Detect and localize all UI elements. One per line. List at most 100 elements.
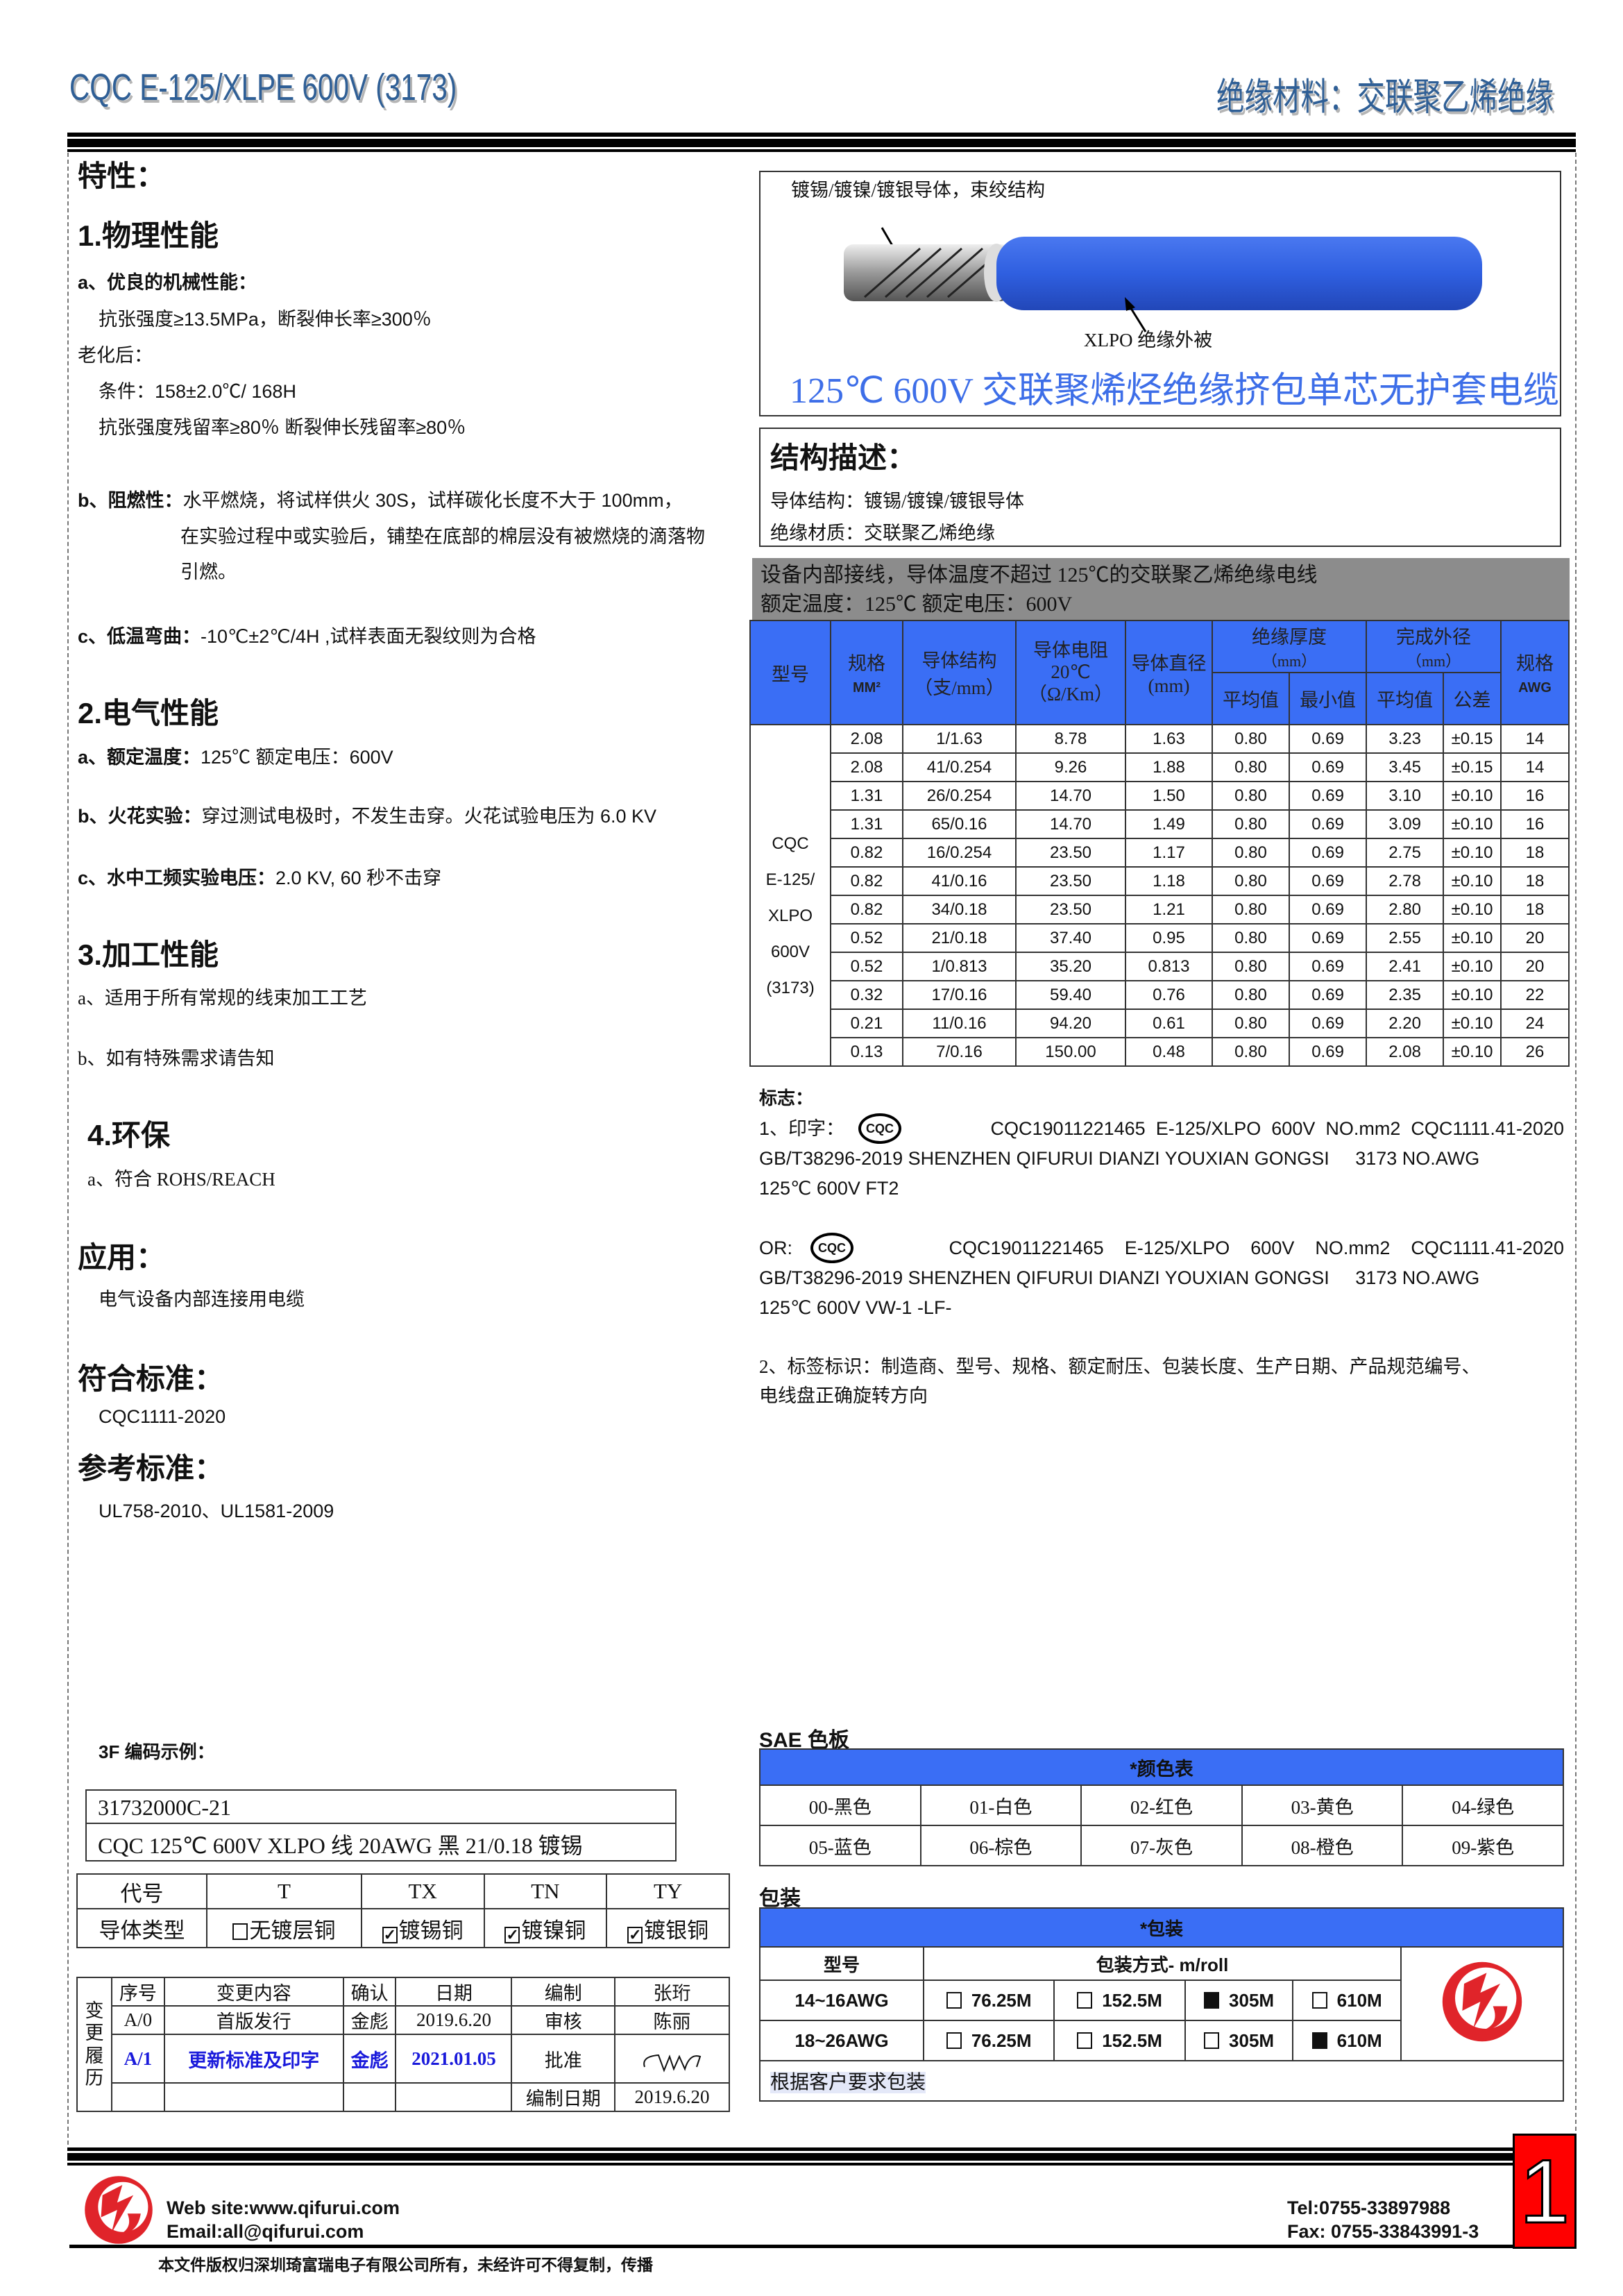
revision-header: 序号: [111, 1977, 165, 2007]
checkbox-empty-icon[interactable]: [1077, 2032, 1093, 2049]
water-test-text: 2.0 KV, 60 秒不击穿: [275, 868, 442, 888]
col-od-unit: （mm）: [1406, 652, 1461, 670]
spec-cell: 0.82: [830, 895, 903, 925]
spec-cell: 1.50: [1125, 781, 1213, 811]
mech-text: 抗张强度≥13.5MPa，断裂伸长率≥300％: [99, 309, 432, 330]
revision-table: 变更履历 序号 变更内容 确认 日期 编制 张珩 A/0 首版发行 金彪 2019.6.20 审核陈…: [76, 1977, 730, 2112]
spec-cell: 14: [1500, 724, 1570, 754]
spec-cell: ±0.10: [1443, 809, 1502, 839]
col-ins-min: 最小值: [1289, 672, 1368, 725]
pack-option[interactable]: 76.25M: [922, 2020, 1055, 2061]
conductor-option[interactable]: 无镀层铜: [206, 1908, 362, 1948]
spec-cell: 0.82: [830, 866, 903, 896]
col-od-tol: 公差: [1443, 672, 1502, 725]
spark-text: 穿过测试电极时，不发生击穿。火花试验电压为 6.0 KV: [201, 806, 657, 827]
pack-option[interactable]: 152.5M: [1053, 1980, 1186, 2021]
pack-option[interactable]: 152.5M: [1053, 2020, 1186, 2061]
pack-model: 18~26AWG: [759, 2020, 924, 2061]
spec-row: 0.21 11/0.16 94.20 0.61 0.80 0.69 2.20 ±0.10 24: [750, 1008, 1570, 1038]
spec-cell: 2.41: [1366, 952, 1445, 981]
spec-row: CQC E-125/XLPO 600V (3173) 2.08 1/1.63 8.78 1.6…: [749, 724, 1570, 1067]
checkbox-checked-icon[interactable]: ✓: [504, 1925, 520, 1943]
color-item: 05-蓝色: [759, 1825, 921, 1866]
spec-cell: 59.40: [1015, 980, 1126, 1010]
conductor-option-label: 无镀层铜: [249, 1918, 336, 1943]
checkbox-empty-icon[interactable]: [946, 1991, 962, 2009]
checkbox-filled-icon[interactable]: [1204, 1991, 1220, 2009]
col-structure-label: 导体结构: [921, 650, 997, 671]
rated-temp-label: a、额定温度：: [78, 747, 201, 768]
pack-option[interactable]: 305M: [1184, 2020, 1294, 2061]
spec-cell: 0.80: [1211, 809, 1291, 839]
doc-title: CQC E-125/XLPE 600V (3173): [69, 67, 457, 108]
spec-cell: 2.75: [1366, 838, 1445, 868]
spec-row: 0.32 17/0.16 59.40 0.76 0.80 0.69 2.35 ±0.10 22: [750, 980, 1570, 1010]
footer-copyright: 本文件版权归深圳琦富瑞电子有限公司所有，未经许可不得复制，传播: [158, 2256, 653, 2274]
revision-cell: [395, 2082, 513, 2112]
spec-cell: 0.80: [1211, 866, 1291, 896]
checkbox-empty-icon[interactable]: [1204, 2032, 1220, 2049]
revision-header: 确认: [342, 1977, 397, 2007]
checkbox-empty-icon[interactable]: [1311, 1991, 1327, 2009]
conductor-option[interactable]: ✓ 镀银铜: [606, 1908, 730, 1948]
pack-option[interactable]: 610M: [1292, 1980, 1402, 2021]
spec-cell: 0.813: [1125, 952, 1213, 981]
pack-option[interactable]: 610M: [1292, 2020, 1402, 2061]
conductor-option[interactable]: ✓ 镀锡铜: [360, 1908, 485, 1948]
pack-option[interactable]: 305M: [1184, 1980, 1294, 2021]
conductor-option[interactable]: ✓ 镀镍铜: [483, 1908, 608, 1948]
spec-row: 0.82 16/0.254 23.50 1.17 0.80 0.69 2.75 ±0.10 18: [750, 838, 1570, 868]
spec-cell: 150.00: [1015, 1037, 1126, 1067]
processing-title: 3.加工性能: [78, 938, 219, 971]
spec-cell: ±0.10: [1443, 895, 1502, 925]
header-rule-thin: [67, 149, 1576, 152]
spec-cell: 1.88: [1125, 752, 1213, 782]
spec-cell: 0.69: [1289, 838, 1368, 868]
spec-cell: 17/0.16: [902, 980, 1017, 1010]
col-resistance-unit: （Ω/Km）: [1028, 683, 1114, 704]
footer-bottom-rule: [69, 2245, 1513, 2248]
checkbox-empty-icon[interactable]: [232, 1923, 248, 1940]
packaging-title: 包装: [759, 1887, 801, 1910]
spec-cell: 2.55: [1366, 923, 1445, 953]
spec-row: 0.52 1/0.813 35.20 0.813 0.80 0.69 2.41 ±0.10 20: [750, 952, 1570, 981]
col-od-avg: 平均值: [1366, 672, 1445, 725]
environment-title: 4.环保: [87, 1119, 171, 1151]
checkbox-checked-icon[interactable]: ✓: [382, 1925, 398, 1943]
spec-cell: 1/0.813: [902, 952, 1017, 981]
spec-cell: 22: [1500, 980, 1570, 1010]
footer-website[interactable]: Web site:www.qifurui.com: [167, 2197, 400, 2218]
brand-logo-icon: [1442, 1961, 1522, 2041]
approval-role: 审核: [511, 2005, 616, 2035]
spec-cell: 16/0.254: [902, 838, 1017, 868]
aging-label: 老化后：: [78, 345, 153, 366]
spec-cell: 34/0.18: [902, 895, 1017, 925]
footer-email[interactable]: Email:all@qifurui.com: [167, 2221, 364, 2242]
approval-name: 陈丽: [614, 2005, 730, 2035]
flame-label: b、阻燃性：: [78, 490, 183, 511]
conductor-option-label: 镀银铜: [644, 1918, 709, 1943]
marking-title: 标志：: [759, 1088, 814, 1108]
spec-cell: 14.70: [1015, 781, 1126, 811]
spec-cell: 0.95: [1125, 923, 1213, 953]
spec-cell: 20: [1500, 952, 1570, 981]
cqc-logo-icon: CQC: [810, 1233, 854, 1263]
col-size-label: 规格: [848, 653, 885, 674]
insulation-callout: XLPO 绝缘外被: [1084, 330, 1213, 351]
page-border-right: [1575, 153, 1577, 2138]
conductor-code-1: T: [206, 1873, 362, 1909]
checkbox-checked-icon[interactable]: ✓: [627, 1925, 643, 1943]
checkbox-empty-icon[interactable]: [1077, 1991, 1093, 2009]
spec-cell: 0.80: [1211, 752, 1291, 782]
page-number: 1: [1513, 2134, 1577, 2249]
pack-option[interactable]: 76.25M: [922, 1980, 1055, 2021]
pack-length: 152.5M: [1102, 2029, 1162, 2051]
conductor-code-0: 代号: [76, 1873, 208, 1909]
checkbox-empty-icon[interactable]: [946, 2032, 962, 2049]
print-or-line-1: CQC19011221465 E-125/XLPO 600V NO.mm2 CQ…: [949, 1237, 1564, 1258]
spark-label: b、火花实验：: [78, 806, 202, 827]
checkbox-filled-icon[interactable]: [1311, 2032, 1327, 2049]
spec-cell: 0.80: [1211, 724, 1291, 754]
spec-cell: ±0.10: [1443, 923, 1502, 953]
print-line-2: GB/T38296-2019 SHENZHEN QIFURUI DIANZI Y…: [759, 1148, 1480, 1169]
